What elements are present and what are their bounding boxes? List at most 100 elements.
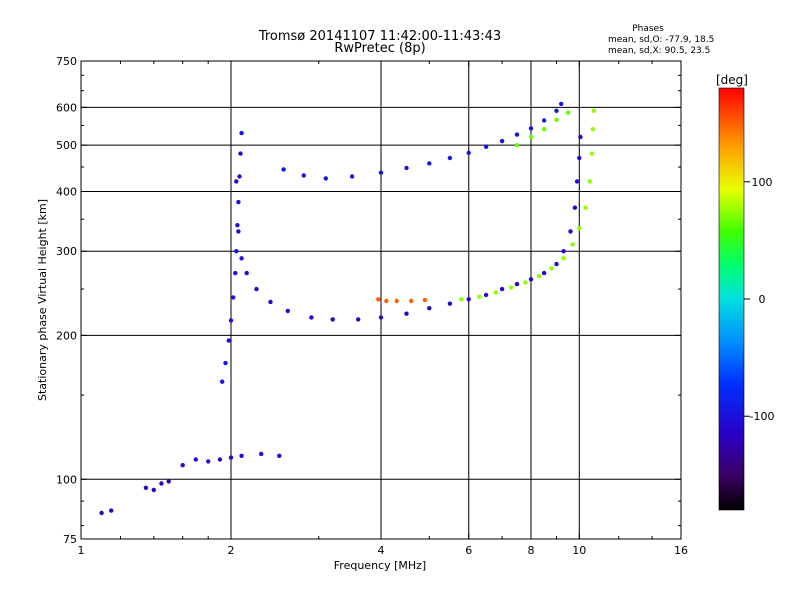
data-point [404,165,409,171]
data-point [285,308,290,314]
data-point [572,205,578,210]
data-point [356,317,361,322]
data-point [378,315,384,320]
colorbar-tick-label: 0 [759,293,766,306]
colorbar-label: [deg] [716,73,748,87]
y-tick-label: 75 [63,533,77,546]
phase-heading: Phases [632,24,664,34]
data-point [589,151,595,156]
data-point [514,281,520,287]
data-point [493,290,498,295]
y-tick-label: 300 [56,245,77,258]
data-point [459,297,464,302]
data-point [235,223,240,228]
y-axis-ticks: 75 100 200 300 400 500 600 750 [56,55,681,546]
data-point [376,297,381,302]
data-point [483,144,489,149]
data-point [509,285,514,290]
data-point [483,292,489,298]
x-tick-label: 16 [674,544,688,557]
data-point [549,266,554,271]
data-point [234,179,239,184]
data-point [578,134,583,140]
data-point [568,229,573,234]
data-point [254,286,259,292]
data-point [566,110,571,115]
data-point [228,455,234,460]
data-point [236,229,241,234]
data-point [447,301,453,306]
data-point [180,463,185,468]
chart-subtitle: RwPretec (8p) [334,41,425,56]
data-point [330,317,335,322]
data-point [528,134,534,140]
data-point [193,457,198,462]
data-point [236,199,241,205]
data-point [514,143,520,148]
data-point [561,249,566,254]
data-point [554,261,559,267]
data-point [536,274,542,279]
x-tick-label: 8 [528,544,535,557]
x-axis-label: Frequency [MHz] [334,559,426,572]
data-point [259,451,264,457]
colorbar-tick-label: 100 [752,176,773,189]
data-point [378,170,384,175]
data-point [528,126,534,131]
data-point [422,297,428,303]
data-point [587,179,592,184]
data-point [577,226,582,231]
data-point [281,167,286,172]
data-point [238,151,243,156]
data-point [394,298,399,304]
y-axis-label: Stationary phase Virtual Height [km] [36,199,49,401]
colorbar [718,87,745,511]
data-point [554,108,559,114]
data-point [166,479,171,484]
y-tick-label: 400 [56,185,77,198]
data-point [277,453,282,458]
data-point [233,270,238,276]
phase-x-stats: mean, sd,X: 90.5, 23.5 [608,46,710,56]
data-point [528,277,534,282]
colorbar-ticks: -100 0 100 [744,176,774,423]
data-point [143,485,149,490]
data-point [234,249,239,254]
data-point [577,155,582,161]
data-point [477,294,482,299]
data-point [559,101,564,107]
data-point [239,256,244,261]
data-point [499,138,505,144]
data-point [309,315,314,320]
data-point [217,457,223,462]
data-point [514,132,520,137]
data-point [541,127,547,132]
x-axis-ticks: 1 2 4 6 8 10 16 [78,61,688,557]
data-point [447,155,453,161]
data-point [404,311,409,316]
x-tick-label: 2 [228,544,235,557]
data-point [427,161,432,166]
colorbar-tick-label: -100 [750,410,775,423]
data-point [570,242,575,247]
grid-lines [81,61,681,539]
data-point [220,379,225,384]
data-point [583,205,588,210]
data-point [323,176,328,181]
data-point [541,270,547,276]
data-point [228,318,234,323]
data-point [159,481,164,486]
data-point [541,118,547,123]
data-point [109,508,114,513]
x-tick-label: 10 [572,544,586,557]
x-tick-label: 1 [78,544,85,557]
data-point [384,298,389,304]
y-tick-label: 200 [56,329,77,342]
y-tick-label: 750 [56,55,77,68]
data-point [231,295,236,300]
data-point [239,453,244,458]
data-point [301,173,306,178]
chart-title: Tromsø 20141107 11:42:00-11:43:43 [258,29,501,44]
x-tick-label: 4 [378,544,385,557]
